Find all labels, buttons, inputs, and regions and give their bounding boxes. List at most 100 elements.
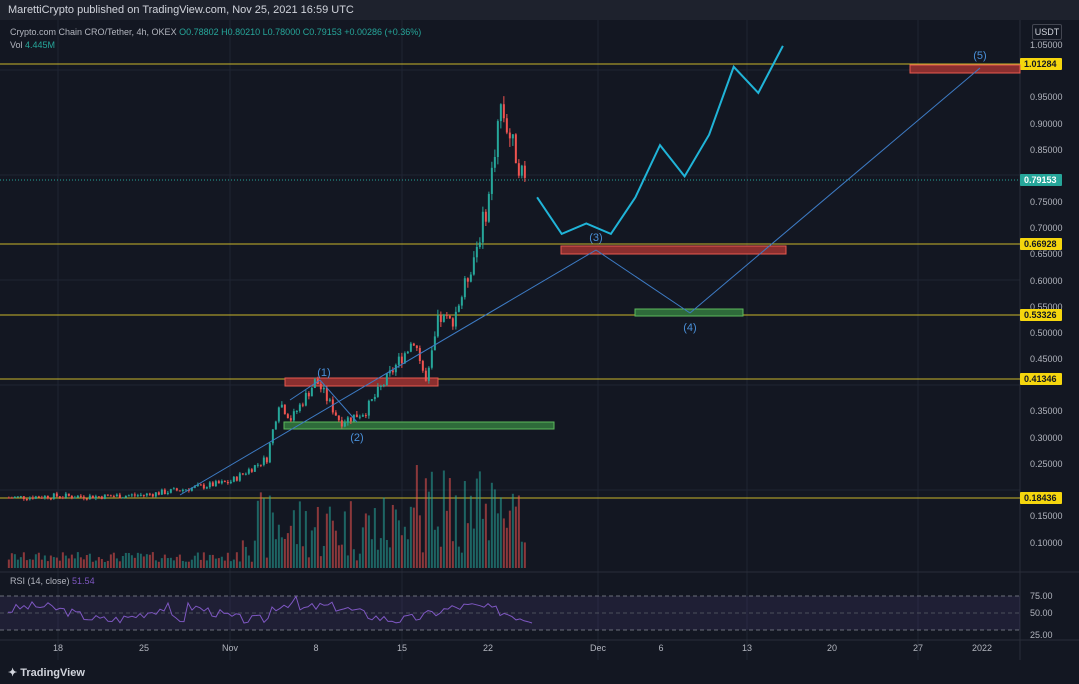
level-badge [1020,174,1062,186]
rsi-label[interactable]: RSI (14, close) [10,576,70,586]
volume-bar [43,555,46,568]
candle-body [433,336,436,351]
candle-body [58,496,61,498]
candle-body [73,497,76,499]
candle-body [427,367,430,381]
volume-bar [520,541,523,568]
candle-body [319,383,322,390]
candle-body [172,488,175,490]
candle-body [253,465,256,472]
volume-bar [364,513,367,568]
candle-body [439,315,442,322]
volume-bar [217,558,220,568]
candle-body [106,494,109,496]
candle-body [379,385,382,387]
candle-body [361,415,364,417]
volume-bar [163,554,166,568]
candle-body [43,495,46,499]
level-badge-text: 0.41346 [1024,374,1057,384]
candle-body [55,493,58,497]
volume-bar [433,529,436,568]
currency-button[interactable]: USDT [1032,24,1062,40]
candle-body [52,493,55,499]
volume-bar [181,560,184,568]
volume-bar [7,559,10,568]
candle-body [274,421,277,430]
publish-line: MarettiCrypto published on TradingView.c… [8,4,354,16]
volume-bar [34,554,37,568]
volume-bar [211,554,214,568]
candle-body [520,165,523,176]
candle-body [256,464,259,466]
candle-body [325,387,328,401]
volume-bar [265,557,268,568]
candle-body [163,489,166,494]
volume-bar [355,560,358,568]
rsi-line [8,595,533,624]
resistance-zone [284,377,439,387]
price-tick: 0.15000 [1030,511,1063,521]
candle-body [364,415,367,417]
volume-bar [196,552,199,568]
volume-bar [376,549,379,568]
volume-bar [115,558,118,568]
volume-bar [193,555,196,568]
volume-bar [262,498,265,568]
volume-bar [154,560,157,568]
wave-labels: (1) (2) (3) (4) (5) [317,50,986,444]
candle-body [412,343,415,346]
candle-body [10,497,13,499]
volume-label[interactable]: Vol [10,40,23,50]
volume-bar [313,527,316,568]
volume-bar [508,510,511,568]
candle-body [226,482,229,484]
candle-body [148,493,151,495]
symbol-label[interactable]: Crypto.com Chain CRO/Tether, 4h, OKEX [10,27,177,37]
wave-line [289,379,321,401]
volume-bar [88,553,91,568]
volume-bar [52,557,55,568]
price-tick: 0.55000 [1030,302,1063,312]
candle-body [76,495,79,498]
volume-bar [247,555,250,568]
volume-bar [37,552,40,568]
volume-bar [370,539,373,568]
volume-bar [316,506,319,568]
price-tick: 0.95000 [1030,92,1063,102]
volume-bar [136,552,139,568]
candle-body [184,489,187,491]
volume-bar [127,553,130,568]
volume-bar [487,540,490,568]
tradingview-logo[interactable]: ✦ TradingView [8,662,85,684]
volume-bar [55,557,58,568]
volume-bar [328,506,331,568]
volume-bar [124,552,127,568]
volume-bar [496,513,499,568]
candle-body [85,498,88,500]
volume-bar [388,547,391,568]
candle-body [466,278,469,282]
volume-bar [322,545,325,568]
volume-bar [424,478,427,568]
volume-bar [184,561,187,568]
candle-body [355,414,358,418]
candle-body [445,314,448,316]
candle-body [37,496,40,498]
volume-bar [58,560,61,568]
volume-bar [178,554,181,568]
volume-bar [463,481,466,568]
volume-bar [412,507,415,568]
ohlc-values: O0.78802 H0.80210 L0.78000 C0.79153 +0.0… [179,27,422,37]
candle-body [265,457,268,463]
level-badge [1020,58,1062,70]
volume-bar [64,555,67,568]
volume-bar [139,553,142,568]
candle-body [169,489,172,493]
candle-body [238,473,241,481]
volume-bar [505,527,508,568]
support-zone [283,421,555,430]
candle-body [484,211,487,222]
candle-body [349,417,352,422]
time-tick: 15 [397,643,407,653]
